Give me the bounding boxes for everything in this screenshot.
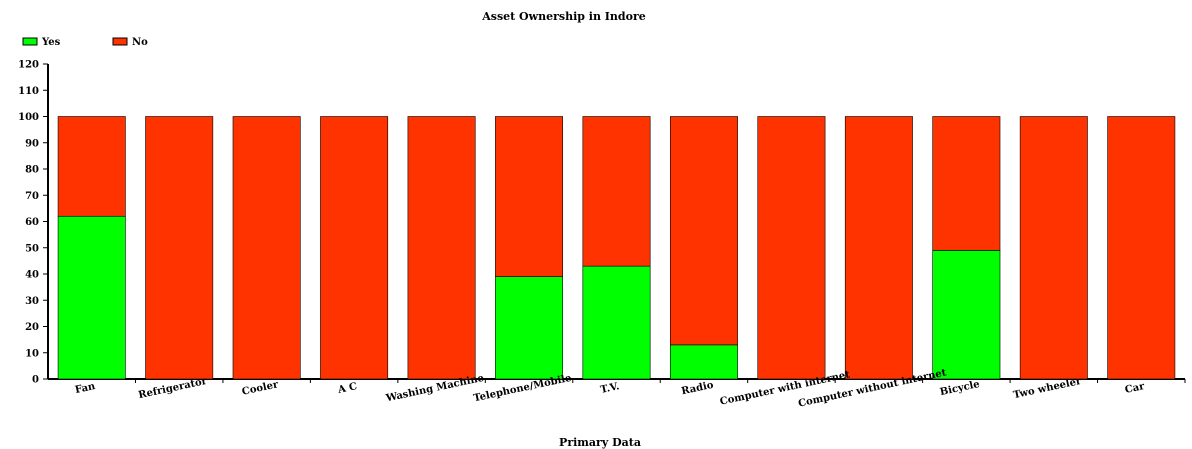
y-tick-label: 20 xyxy=(25,322,39,333)
bar-yes-7 xyxy=(669,344,738,380)
bar-no-0 xyxy=(57,116,126,217)
y-tick-label: 10 xyxy=(25,348,39,359)
bar-no-9 xyxy=(844,116,913,380)
legend-label-yes: Yes xyxy=(41,37,61,48)
y-tick-label: 30 xyxy=(25,296,39,307)
x-axis-label: Primary Data xyxy=(559,436,641,449)
legend-label-no: No xyxy=(132,37,148,48)
bar-no-10 xyxy=(932,116,1001,251)
legend: Yes No xyxy=(22,37,148,48)
y-tick-label: 0 xyxy=(32,375,39,386)
bar-yes-6 xyxy=(582,265,651,380)
bar-no-3 xyxy=(320,116,389,380)
y-tick-label: 80 xyxy=(25,165,39,176)
bar-no-2 xyxy=(232,116,301,380)
x-category-label: Bicycle xyxy=(939,379,981,398)
x-category-label: Radio xyxy=(680,380,714,398)
x-category-label: Fan xyxy=(74,381,97,396)
x-category-label: Car xyxy=(1124,381,1146,396)
y-tick-label: 90 xyxy=(25,138,39,149)
y-tick-label: 70 xyxy=(25,191,39,202)
bar-yes-0 xyxy=(57,215,126,380)
chart-title: Asset Ownership in Indore xyxy=(481,10,646,23)
bar-no-5 xyxy=(495,116,564,277)
bar-no-11 xyxy=(1019,116,1088,380)
y-tick-label: 120 xyxy=(18,60,39,71)
bar-no-12 xyxy=(1107,116,1176,380)
bar-yes-10 xyxy=(932,250,1001,380)
y-tick-label: 40 xyxy=(25,270,39,281)
legend-swatch-no xyxy=(112,37,128,46)
x-category-label: T.V. xyxy=(599,381,620,396)
y-tick-label: 100 xyxy=(18,112,39,123)
bars xyxy=(57,116,1186,383)
bar-yes-5 xyxy=(495,276,564,380)
x-category-label: A C xyxy=(336,381,358,396)
bar-no-6 xyxy=(582,116,651,267)
y-axis-ticks: 0 10 20 30 40 50 60 70 80 90 100 110 120 xyxy=(18,60,48,386)
y-tick-label: 110 xyxy=(18,86,39,97)
y-tick-label: 50 xyxy=(25,243,39,254)
legend-swatch-yes xyxy=(22,37,38,46)
bar-no-7 xyxy=(669,116,738,346)
y-tick-label: 60 xyxy=(25,217,39,228)
bar-no-1 xyxy=(145,116,214,380)
bar-no-4 xyxy=(407,116,476,380)
bar-no-8 xyxy=(757,116,826,380)
x-category-label: Cooler xyxy=(241,379,280,398)
